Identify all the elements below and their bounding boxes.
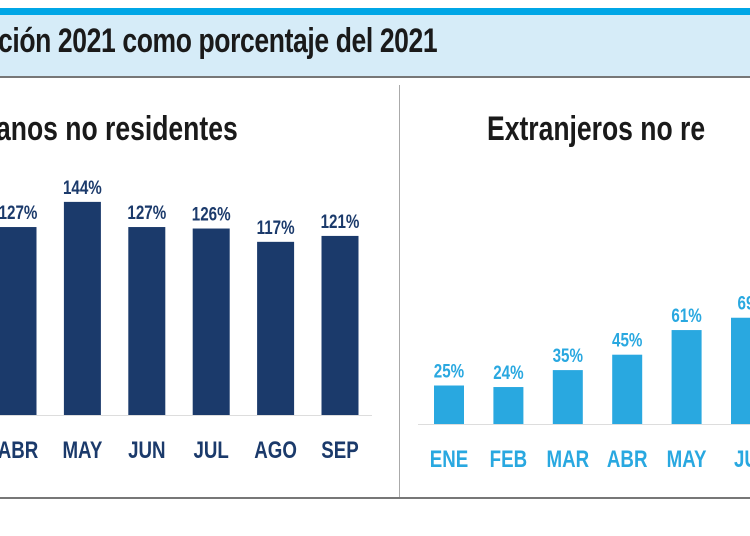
bar-jul: [192, 228, 230, 415]
header-accent-bar: [0, 8, 750, 15]
value-label: 121%: [321, 210, 360, 232]
category-label: JUN: [128, 437, 165, 464]
page-title: ción 2021 como porcentaje del 2021: [0, 22, 438, 60]
bar-ene: [434, 385, 464, 424]
category-label: FEB: [490, 446, 527, 473]
category-label: JUL: [194, 437, 229, 464]
value-label: 127%: [0, 201, 37, 223]
value-label: 69: [738, 292, 750, 314]
category-label: SEP: [321, 437, 358, 464]
category-label: ENE: [430, 446, 468, 473]
right-chart-title: Extranjeros no re: [487, 110, 706, 148]
category-label: AGO: [254, 437, 297, 464]
value-label: 25%: [434, 360, 464, 382]
value-label: 45%: [612, 329, 642, 351]
bar-ju: [731, 317, 750, 424]
category-label: MAY: [667, 446, 707, 473]
value-label: 24%: [493, 361, 523, 383]
left-chart-title: anos no residentes: [0, 110, 238, 148]
header-band: [0, 15, 750, 76]
bar-jun: [128, 227, 166, 415]
category-label: JU: [734, 446, 750, 473]
bar-abr: [612, 354, 643, 424]
bar-ago: [257, 241, 295, 415]
bar-abr: [0, 227, 37, 415]
category-label: ABR: [607, 446, 648, 473]
value-label: 35%: [553, 344, 583, 366]
bar-feb: [493, 387, 524, 424]
value-label: 126%: [192, 203, 231, 225]
header-divider: [0, 76, 750, 78]
bottom-border: [0, 497, 750, 499]
value-label: 127%: [127, 201, 166, 223]
bar-mar: [552, 370, 583, 424]
value-label: 117%: [257, 216, 295, 238]
bar-may: [671, 330, 702, 424]
panel-divider: [399, 85, 400, 498]
category-label: ABR: [0, 437, 39, 464]
value-label: 144%: [63, 176, 102, 198]
bar-may: [63, 201, 101, 415]
category-label: MAR: [546, 446, 589, 473]
value-label: 61%: [671, 304, 701, 326]
category-label: MAY: [62, 437, 102, 464]
bar-sep: [321, 235, 359, 415]
